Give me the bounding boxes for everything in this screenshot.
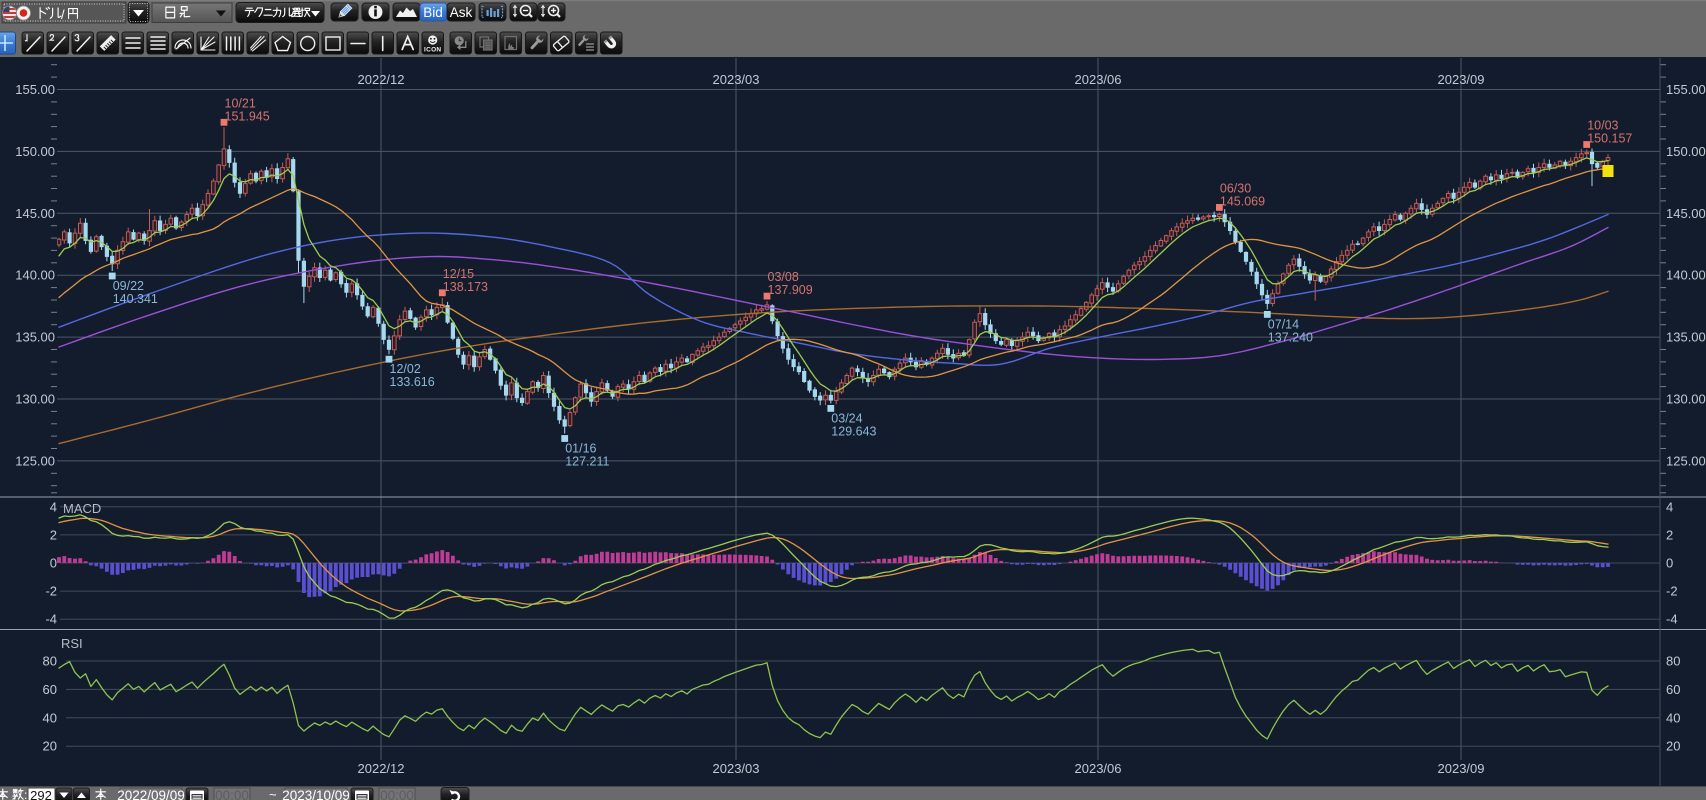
svg-text:155.00: 155.00	[15, 82, 55, 97]
svg-text:2023/06: 2023/06	[1075, 761, 1122, 776]
svg-text:150.157: 150.157	[1587, 132, 1632, 146]
svg-text:135.00: 135.00	[15, 330, 55, 345]
svg-text:40: 40	[43, 710, 57, 725]
svg-text:80: 80	[1666, 654, 1680, 669]
svg-text:137.240: 137.240	[1268, 330, 1313, 344]
svg-text:00:00: 00:00	[380, 788, 414, 800]
svg-text:Ask: Ask	[450, 5, 473, 20]
svg-text:130.00: 130.00	[1666, 392, 1706, 407]
svg-text:125.00: 125.00	[15, 453, 55, 468]
svg-text:2023/09: 2023/09	[1438, 72, 1485, 87]
svg-text:130.00: 130.00	[15, 392, 55, 407]
svg-text:0: 0	[50, 556, 57, 571]
svg-text:03/24: 03/24	[831, 411, 862, 425]
svg-text:292: 292	[30, 788, 52, 800]
svg-text:145.069: 145.069	[1220, 194, 1265, 208]
svg-text:07/14: 07/14	[1268, 317, 1299, 331]
svg-text:155.00: 155.00	[1666, 82, 1706, 97]
svg-text:127.211: 127.211	[565, 455, 609, 469]
svg-text:129.643: 129.643	[831, 424, 876, 438]
svg-text:2022/12: 2022/12	[358, 72, 405, 87]
svg-text:140.341: 140.341	[113, 292, 158, 306]
svg-text:2023/10/09: 2023/10/09	[282, 788, 350, 800]
svg-text:Bid: Bid	[423, 5, 443, 20]
svg-text:150.00: 150.00	[1666, 144, 1706, 159]
svg-text:2023/03: 2023/03	[713, 761, 760, 776]
svg-text:133.616: 133.616	[390, 375, 435, 389]
svg-text:2023/09: 2023/09	[1438, 761, 1485, 776]
svg-text:-2: -2	[45, 584, 57, 599]
svg-text:80: 80	[43, 654, 57, 669]
svg-text:ICON: ICON	[424, 47, 441, 54]
svg-text:4: 4	[1666, 499, 1673, 514]
svg-text:140.00: 140.00	[1666, 268, 1706, 283]
svg-text:4: 4	[50, 499, 57, 514]
svg-text:2022/09/09: 2022/09/09	[117, 788, 185, 800]
svg-text:2022/12: 2022/12	[358, 761, 405, 776]
svg-text:09/22: 09/22	[113, 279, 144, 293]
svg-text:2023/03: 2023/03	[713, 72, 760, 87]
svg-text:10/03: 10/03	[1587, 119, 1618, 133]
svg-text:RSI: RSI	[61, 636, 83, 651]
svg-text:140.00: 140.00	[15, 268, 55, 283]
svg-text:145.00: 145.00	[1666, 206, 1706, 221]
svg-text:03/08: 03/08	[768, 270, 799, 284]
svg-text:/: /	[61, 7, 65, 22]
svg-text:2: 2	[50, 527, 57, 542]
svg-text:01/16: 01/16	[565, 442, 596, 456]
svg-text:MACD: MACD	[63, 501, 101, 516]
svg-text:60: 60	[43, 682, 57, 697]
svg-text:10/21: 10/21	[225, 96, 256, 110]
svg-text:60: 60	[1666, 682, 1680, 697]
svg-text:-4: -4	[1666, 612, 1678, 627]
svg-text:137.909: 137.909	[768, 283, 813, 297]
svg-text:151.945: 151.945	[225, 109, 270, 123]
svg-text:135.00: 135.00	[1666, 330, 1706, 345]
svg-text:145.00: 145.00	[15, 206, 55, 221]
svg-text:125.00: 125.00	[1666, 453, 1706, 468]
svg-text:12/02: 12/02	[390, 362, 421, 376]
svg-text:2: 2	[1666, 527, 1673, 542]
svg-text:12/15: 12/15	[443, 267, 474, 281]
svg-text:40: 40	[1666, 710, 1680, 725]
svg-text:20: 20	[1666, 739, 1680, 754]
svg-text:00:00: 00:00	[215, 788, 249, 800]
svg-text:2023/06: 2023/06	[1075, 72, 1122, 87]
svg-text:20: 20	[43, 739, 57, 754]
svg-text:138.173: 138.173	[443, 280, 488, 294]
svg-text:-4: -4	[45, 612, 57, 627]
svg-text::: :	[24, 788, 27, 800]
svg-text:06/30: 06/30	[1220, 181, 1251, 195]
svg-text:0: 0	[1666, 556, 1673, 571]
svg-text:~: ~	[269, 787, 277, 800]
svg-text:-2: -2	[1666, 584, 1678, 599]
svg-text:150.00: 150.00	[15, 144, 55, 159]
